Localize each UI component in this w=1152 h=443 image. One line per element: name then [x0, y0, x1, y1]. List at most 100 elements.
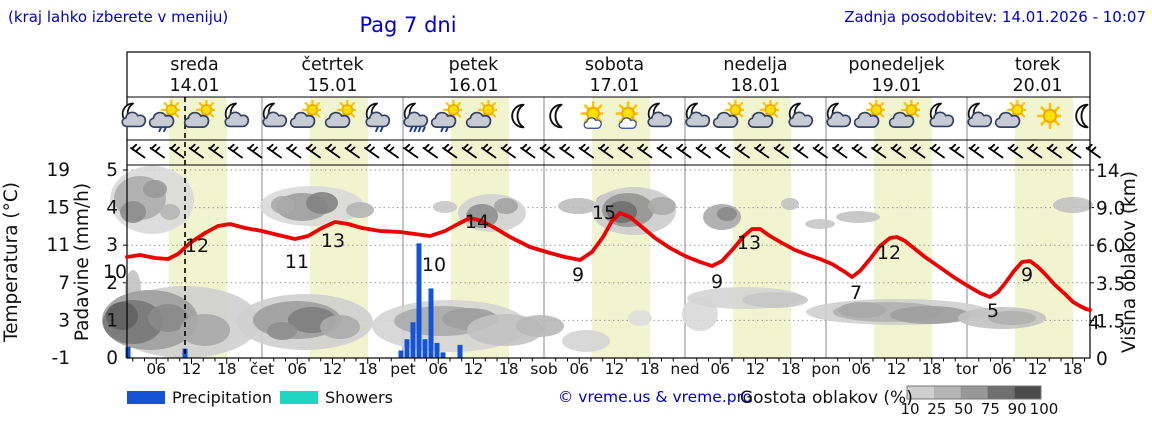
temperature-curve	[125, 211, 1092, 312]
gradient-segment	[907, 386, 934, 399]
wind-barb-icon	[169, 143, 185, 159]
day-name: sobota	[585, 55, 644, 75]
weather-moon-with-cloud-icon	[930, 103, 953, 126]
wind-barb-icon	[539, 143, 555, 159]
gradient-segment	[1014, 386, 1041, 399]
cloud-blob	[1053, 197, 1093, 213]
wind-barb-icon	[461, 143, 477, 159]
x-hour-label: 18	[499, 360, 519, 378]
day-name: torek	[1015, 55, 1061, 75]
temperature-value-label: 12	[877, 242, 901, 264]
x-hour-label: 06	[146, 360, 166, 378]
wind-barb-icon	[247, 143, 263, 159]
precipitation-bar	[416, 243, 422, 358]
cloud-blob	[494, 198, 518, 214]
cloud-blob	[160, 204, 180, 220]
temp-tick-label: 11	[46, 235, 70, 256]
wind-barb-icon	[988, 143, 1004, 159]
weather-moon-with-cloud-icon	[789, 103, 812, 126]
x-hour-label: 12	[1028, 360, 1048, 378]
cloud-blob	[346, 202, 374, 218]
wind-barb-icon	[793, 143, 809, 159]
chart-frame	[126, 51, 1091, 359]
wind-barb-icon	[422, 143, 438, 159]
wind-barb-icon	[325, 143, 341, 159]
precip-tick-label: 1	[106, 310, 118, 331]
x-hour-label: 12	[464, 360, 484, 378]
x-hour-label: 12	[887, 360, 907, 378]
x-hour-label: 12	[605, 360, 625, 378]
temp-tick-label: 15	[46, 198, 70, 219]
wind-barb-icon	[1027, 143, 1043, 159]
temperature-value-label: 14	[465, 211, 489, 233]
showers-legend-label: Showers	[325, 388, 393, 407]
cloud-blob	[781, 198, 799, 210]
wind-barb-icon	[500, 143, 516, 159]
temperature-value-label: 9	[572, 264, 584, 286]
x-hour-label: 18	[640, 360, 660, 378]
gradient-tick-label: 25	[927, 400, 946, 418]
wind-barb-icon	[676, 143, 692, 159]
x-hour-label: 18	[358, 360, 378, 378]
precip-tick-label: 5	[106, 160, 118, 181]
gradient-tick-label: 50	[954, 400, 973, 418]
x-day-abbr-label: pet	[390, 360, 415, 378]
weather-moon-cloud-heavy-rain-icon	[404, 103, 427, 131]
x-day-abbr-label: ned	[670, 360, 699, 378]
day-name: četrtek	[301, 55, 364, 75]
cloud-blob	[717, 207, 737, 221]
weather-moon-with-cloud-icon	[827, 103, 850, 126]
gradient-tick-label: 75	[981, 400, 1000, 418]
day-date: 15.01	[307, 76, 357, 96]
temperature-value-label: 11	[285, 251, 309, 273]
x-hour-label: 06	[992, 360, 1012, 378]
day-date: 14.01	[169, 76, 219, 96]
cloud-blob	[180, 314, 230, 346]
cloud-blob	[120, 201, 146, 223]
cloud-blob	[433, 201, 457, 213]
wind-barb-icon	[1066, 143, 1082, 159]
copyright-link[interactable]: © vreme.us & vreme.pro	[558, 388, 752, 406]
cloud-axis-title: Višina oblakov (km)	[1119, 171, 1140, 353]
x-hour-label: 06	[710, 360, 730, 378]
showers-swatch	[280, 391, 318, 404]
weather-moon-with-cloud-icon	[263, 103, 286, 126]
gradient-tick-label: 10	[900, 400, 919, 418]
wind-barb-icon	[305, 143, 321, 159]
x-hour-label: 18	[781, 360, 801, 378]
wind-barb-icon	[832, 143, 848, 159]
cloud-blob	[648, 197, 676, 215]
wind-barb-icon	[754, 143, 770, 159]
wind-barb-icon	[559, 143, 575, 159]
cloud-density-legend-label: Gostota oblakov (%)	[740, 388, 913, 408]
precip-axis-title: Padavine (mm/h)	[72, 183, 93, 341]
cloud-tick-label: 3.5	[1096, 274, 1125, 295]
wind-barb-icon	[364, 143, 380, 159]
x-hour-label: 06	[428, 360, 448, 378]
gradient-tick-label: 100	[1030, 400, 1059, 418]
temp-axis-title: Temperatura (°C)	[1, 182, 22, 343]
temperature-value-label: 10	[422, 254, 446, 276]
gradient-tick-label: 90	[1008, 400, 1027, 418]
wind-barb-icon	[598, 143, 614, 159]
day-name: nedelja	[723, 55, 787, 75]
x-day-abbr-label: čet	[250, 360, 274, 378]
wind-barb-icon	[734, 143, 750, 159]
gradient-segment	[987, 386, 1015, 399]
wind-barb-icon	[656, 143, 672, 159]
weather-moon-with-cloud-icon	[686, 103, 709, 126]
gradient-segment	[960, 386, 988, 399]
cloud-tick-label: 9.0	[1096, 199, 1125, 220]
wind-barb-icon	[1085, 143, 1101, 159]
wind-barb-icon	[520, 143, 536, 159]
last-updated: Zadnja posodobitev: 14.01.2026 - 10:07	[844, 8, 1146, 26]
cloud-blob	[836, 211, 880, 223]
cloud-blob	[562, 330, 610, 352]
wind-barb-icon	[637, 143, 653, 159]
gradient-segment	[933, 386, 961, 399]
cloud-blob	[306, 192, 338, 214]
wind-barb-icon	[481, 143, 497, 159]
wind-barb-icon	[968, 143, 984, 159]
